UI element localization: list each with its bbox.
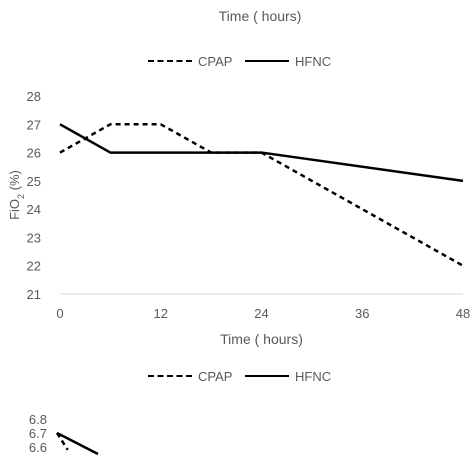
y-tick-label: 27: [27, 117, 41, 132]
legend-top: CPAP HFNC: [0, 51, 474, 71]
legend-item-hfnc: HFNC: [245, 51, 331, 71]
y-tick-label: 24: [27, 202, 41, 217]
y-tick-label: 28: [27, 89, 41, 104]
y-tick-label: 6.8: [29, 412, 47, 427]
legend-label: HFNC: [295, 53, 332, 69]
legend-item-hfnc: HFNC: [245, 366, 331, 386]
y-tick-label: 6.6: [29, 440, 47, 455]
y-tick-label: 22: [27, 259, 41, 274]
legend-label: HFNC: [295, 368, 332, 384]
y-axis-title: FiO2 (%): [7, 170, 26, 220]
series-line-hfnc: [56, 431, 99, 456]
x-axis-title: Time ( hours): [220, 331, 303, 347]
legend-swatch-solid: [245, 60, 289, 62]
x-tick-label: 12: [154, 306, 168, 321]
y-tick-label: 6.7: [29, 426, 47, 441]
series-line-cpap: [59, 123, 464, 267]
y-tick-label: 25: [27, 174, 41, 189]
series-line-hfnc: [59, 123, 464, 183]
x-tick-label: 48: [456, 306, 470, 321]
legend-bottom: CPAP HFNC: [0, 366, 474, 386]
top-axis-title: Time ( hours): [218, 8, 302, 24]
legend-swatch-dashed: [148, 375, 192, 377]
legend-swatch-solid: [245, 375, 289, 377]
legend-item-cpap: CPAP: [148, 51, 232, 71]
x-tick-label: 0: [56, 306, 63, 321]
legend-label: CPAP: [198, 368, 233, 384]
legend-item-cpap: CPAP: [148, 366, 232, 386]
y-tick-label: 21: [27, 287, 41, 302]
legend-swatch-dashed: [148, 60, 192, 62]
x-tick-label: 36: [355, 306, 369, 321]
y-tick-label: 26: [27, 146, 41, 161]
legend-label: CPAP: [198, 53, 233, 69]
series-line-cpap: [55, 432, 69, 451]
y-tick-label: 23: [27, 230, 41, 245]
x-tick-label: 24: [254, 306, 268, 321]
